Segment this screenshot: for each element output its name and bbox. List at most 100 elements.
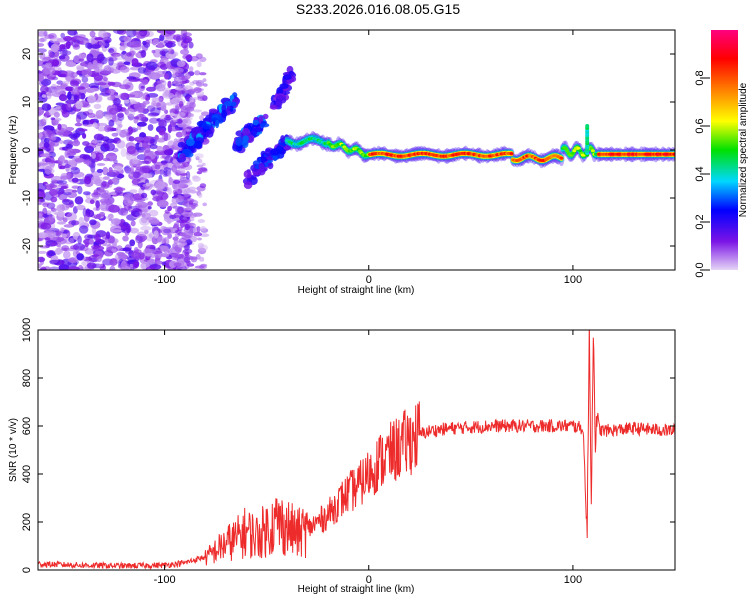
noise-blob	[149, 218, 160, 226]
noise-blob	[172, 236, 179, 241]
noise-blob	[83, 191, 91, 196]
track-blob	[204, 114, 213, 124]
noise-blob	[72, 85, 78, 94]
x-tick-label: 100	[564, 574, 582, 586]
noise-blob	[154, 181, 166, 190]
noise-blob	[160, 253, 170, 258]
noise-blob	[175, 131, 183, 138]
noise-blob	[162, 173, 169, 177]
noise-blob	[66, 71, 72, 78]
noise-blob	[87, 95, 96, 104]
noise-blob	[149, 72, 161, 80]
noise-blob	[49, 188, 58, 196]
noise-blob	[199, 233, 210, 238]
noise-blob	[173, 80, 183, 85]
noise-blob	[84, 176, 92, 185]
noise-blob	[177, 169, 186, 174]
noise-blob	[129, 166, 135, 175]
noise-blob	[48, 53, 56, 59]
noise-blob	[199, 115, 205, 121]
noise-blob	[93, 233, 100, 242]
noise-blob	[38, 199, 42, 206]
noise-blob	[130, 220, 136, 227]
noise-blob	[57, 123, 62, 130]
noise-blob	[192, 227, 198, 234]
tone-peak	[576, 147, 581, 150]
noise-blob	[98, 263, 103, 267]
noise-blob	[119, 129, 128, 138]
noise-blob	[89, 87, 100, 92]
noise-blob	[163, 132, 169, 142]
noise-blob	[132, 171, 141, 179]
noise-blob	[152, 49, 162, 58]
noise-blob	[197, 192, 203, 198]
noise-blob	[126, 108, 135, 118]
noise-blob	[151, 49, 156, 54]
noise-blob	[39, 51, 46, 60]
track-blob	[242, 127, 250, 137]
noise-blob	[192, 175, 199, 180]
y-tick-label: 800	[21, 369, 33, 387]
noise-blob	[137, 146, 146, 151]
noise-blob	[66, 212, 77, 222]
noise-blob	[180, 105, 189, 112]
noise-blob	[123, 94, 136, 98]
noise-blob	[97, 53, 105, 62]
noise-blob	[77, 235, 82, 245]
y-tick-label: 1000	[21, 318, 33, 342]
noise-blob	[136, 201, 143, 206]
noise-blob	[58, 140, 64, 144]
noise-blob	[131, 58, 139, 67]
noise-blob	[175, 229, 182, 234]
noise-blob	[197, 219, 206, 223]
noise-blob	[108, 204, 120, 213]
noise-blob	[62, 217, 68, 223]
noise-blob	[129, 189, 138, 194]
spectrogram-area	[38, 30, 675, 270]
snr-series-line	[38, 330, 675, 570]
track-blob	[235, 137, 243, 147]
colorbar: 0.0 0.2 0.4 0.6 0.8 Normalized spectral ampl…	[694, 30, 749, 278]
noise-blob	[95, 110, 104, 119]
noise-blob	[42, 207, 48, 216]
noise-blob	[78, 128, 88, 132]
noise-blob	[191, 204, 196, 210]
noise-blob	[76, 111, 88, 120]
noise-blob	[63, 224, 75, 228]
track-blob	[202, 124, 212, 130]
noise-blob	[150, 189, 157, 196]
x-tick-label: -100	[154, 574, 176, 586]
noise-blob	[71, 219, 76, 226]
noise-blob	[110, 223, 117, 227]
noise-blob	[180, 49, 190, 55]
noise-blob	[49, 259, 61, 265]
track-blob	[248, 122, 254, 131]
colorbar-tick-label: 0.6	[694, 118, 706, 133]
noise-blob	[110, 229, 123, 233]
noise-blob	[167, 80, 172, 89]
tone-peak	[578, 149, 583, 153]
noise-blob	[197, 237, 202, 241]
y-tick-label: 20	[21, 48, 33, 60]
noise-blob	[38, 60, 45, 67]
noise-blob	[178, 138, 186, 143]
noise-blob	[93, 133, 105, 141]
noise-blob	[38, 147, 44, 156]
noise-blob	[113, 30, 125, 34]
noise-blob	[50, 196, 58, 203]
noise-blob	[97, 126, 106, 132]
noise-blob	[126, 30, 137, 38]
noise-blob	[197, 96, 205, 101]
noise-blob	[75, 100, 83, 110]
noise-blob	[111, 132, 119, 137]
noise-blob	[109, 50, 117, 57]
noise-blob	[79, 225, 89, 234]
track-blob	[193, 140, 202, 149]
noise-blob	[113, 97, 121, 106]
noise-blob	[53, 111, 60, 118]
noise-blob	[91, 244, 100, 250]
track-blob	[259, 123, 270, 128]
noise-blob	[38, 213, 42, 218]
noise-blob	[169, 127, 180, 132]
